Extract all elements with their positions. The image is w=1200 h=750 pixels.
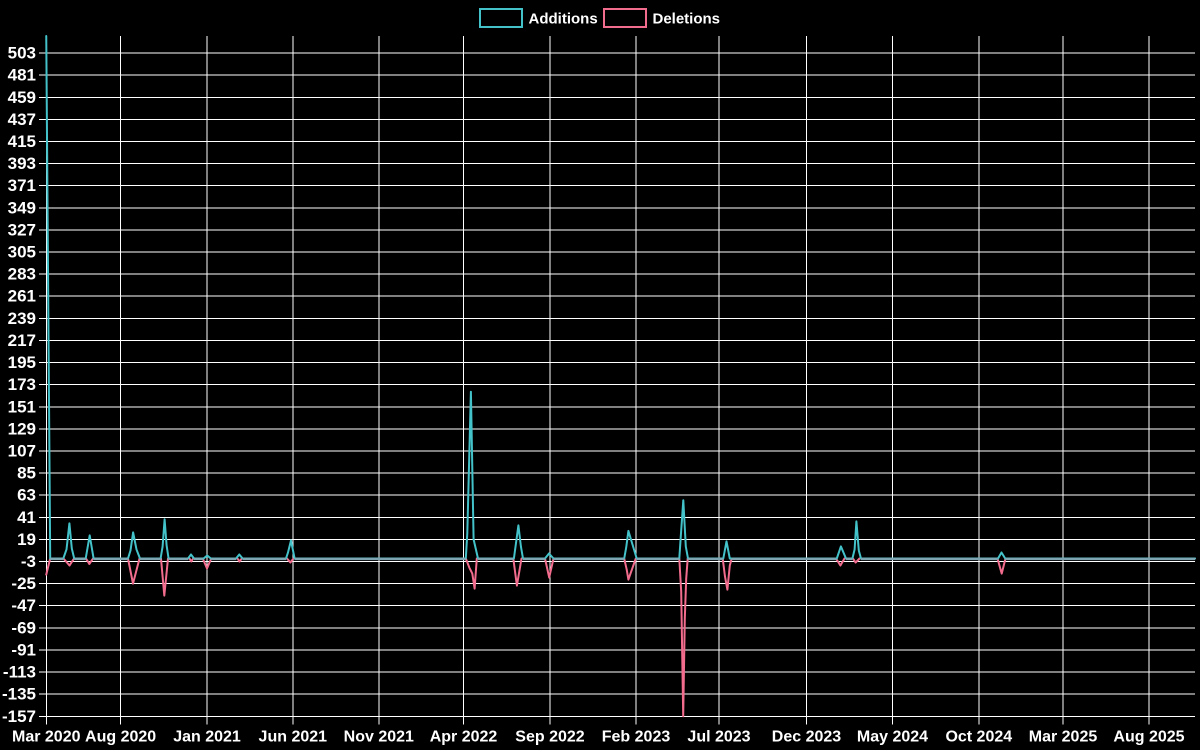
svg-text:Aug 2020: Aug 2020 — [85, 729, 156, 746]
svg-text:-69: -69 — [11, 618, 36, 637]
svg-text:415: 415 — [8, 132, 36, 151]
svg-text:Nov 2021: Nov 2021 — [344, 729, 414, 746]
svg-text:63: 63 — [17, 486, 36, 505]
svg-text:239: 239 — [8, 309, 36, 328]
svg-text:129: 129 — [8, 419, 36, 438]
svg-text:85: 85 — [17, 464, 36, 483]
svg-text:481: 481 — [8, 66, 36, 85]
svg-text:May 2024: May 2024 — [857, 729, 928, 746]
svg-text:437: 437 — [8, 110, 36, 129]
svg-text:Apr 2022: Apr 2022 — [430, 729, 498, 746]
svg-text:-25: -25 — [11, 574, 36, 593]
svg-text:349: 349 — [8, 198, 36, 217]
svg-text:Feb 2023: Feb 2023 — [602, 729, 671, 746]
svg-text:261: 261 — [8, 287, 36, 306]
svg-text:-3: -3 — [21, 552, 36, 571]
svg-text:195: 195 — [8, 353, 36, 372]
svg-text:Aug 2025: Aug 2025 — [1113, 729, 1184, 746]
svg-text:-157: -157 — [2, 707, 36, 726]
svg-text:173: 173 — [8, 375, 36, 394]
svg-text:-135: -135 — [2, 685, 36, 704]
svg-text:459: 459 — [8, 88, 36, 107]
svg-text:305: 305 — [8, 243, 36, 262]
svg-text:107: 107 — [8, 441, 36, 460]
svg-text:Jul 2023: Jul 2023 — [687, 729, 750, 746]
svg-text:327: 327 — [8, 220, 36, 239]
svg-text:151: 151 — [8, 397, 36, 416]
svg-text:393: 393 — [8, 154, 36, 173]
svg-text:Mar 2020: Mar 2020 — [12, 729, 81, 746]
svg-text:217: 217 — [8, 331, 36, 350]
svg-text:41: 41 — [17, 508, 36, 527]
svg-text:Mar 2025: Mar 2025 — [1029, 729, 1098, 746]
svg-text:19: 19 — [17, 530, 36, 549]
svg-text:-113: -113 — [3, 663, 36, 682]
svg-text:371: 371 — [8, 176, 36, 195]
svg-text:283: 283 — [8, 265, 36, 284]
svg-text:Sep 2022: Sep 2022 — [515, 729, 584, 746]
svg-text:Deletions: Deletions — [653, 11, 721, 28]
svg-text:Jun 2021: Jun 2021 — [259, 729, 328, 746]
svg-text:-47: -47 — [11, 596, 36, 615]
svg-text:Additions: Additions — [529, 11, 598, 28]
svg-text:Jan 2021: Jan 2021 — [173, 729, 241, 746]
svg-text:-91: -91 — [11, 640, 36, 659]
svg-text:503: 503 — [8, 44, 36, 63]
svg-text:Dec 2023: Dec 2023 — [772, 729, 841, 746]
svg-text:Oct 2024: Oct 2024 — [945, 729, 1012, 746]
